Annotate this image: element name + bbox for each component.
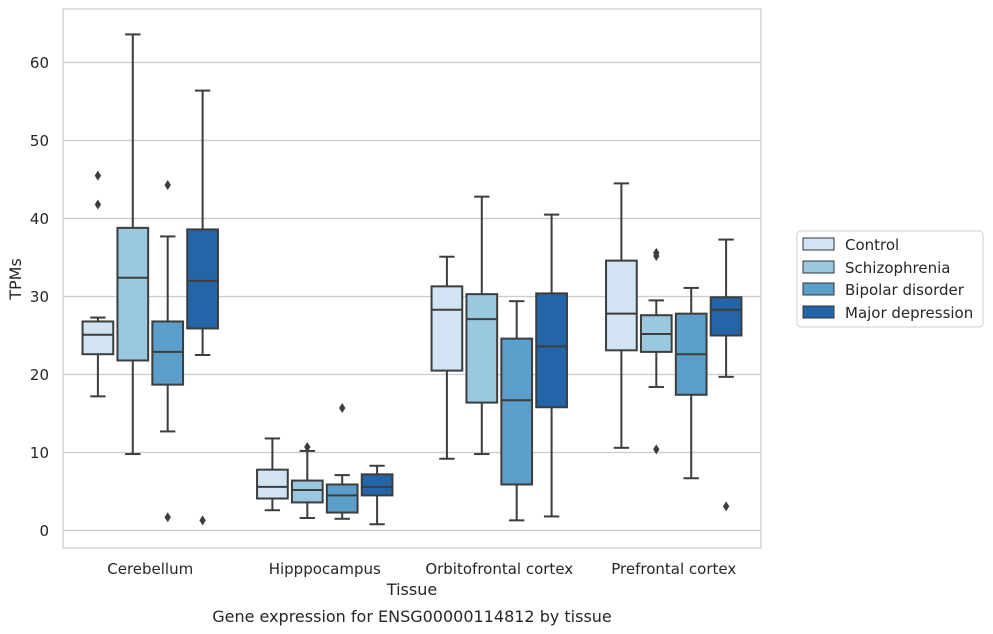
legend: Control Schizophrenia Bipolar disorder M… [796, 230, 984, 328]
legend-swatch-schizophrenia [802, 260, 835, 274]
legend-label-control: Control [845, 236, 899, 254]
outlier-point-1 [94, 170, 102, 181]
legend-frame [796, 230, 984, 328]
legend-swatch-control [802, 237, 835, 251]
x-tick-label-3: Prefrontal cortex [611, 560, 736, 578]
box-0-3 [605, 182, 638, 449]
plot-frame [62, 8, 762, 549]
box-body [535, 292, 568, 409]
y-tick-label-30: 30 [30, 288, 49, 306]
outlier-point-0 [722, 501, 730, 512]
box-body [256, 468, 289, 500]
x-tick-label-1: Hipppocampus [269, 560, 381, 578]
box-0-2 [430, 255, 464, 460]
box-body [290, 479, 324, 504]
box-body [500, 337, 534, 486]
outlier-point-1 [653, 247, 660, 258]
box-body [116, 226, 150, 362]
outlier-point-0 [339, 403, 346, 414]
box-1-1 [290, 442, 324, 520]
legend-label-major-depression: Major depression [845, 304, 973, 322]
box-body [360, 473, 394, 497]
box-body [605, 259, 638, 352]
box-body [151, 320, 185, 386]
y-tick-label-50: 50 [30, 132, 49, 150]
legend-label-bipolar-disorder: Bipolar disorder [845, 281, 965, 299]
box-2-0 [151, 179, 185, 523]
outlier-point-0 [304, 442, 311, 453]
x-axis-label: Tissue [386, 580, 437, 599]
figure-caption: Gene expression for ENSG00000114812 by t… [212, 607, 612, 626]
box-0-0 [81, 170, 115, 398]
box-body [81, 320, 115, 356]
box-1-0 [116, 33, 150, 456]
x-tick-label-2: Orbitofrontal cortex [425, 560, 573, 578]
outlier-point-0 [94, 199, 102, 210]
box-body [709, 296, 743, 337]
legend-label-schizophrenia: Schizophrenia [845, 259, 950, 277]
box-2-3 [674, 286, 708, 480]
box-3-0 [186, 89, 219, 526]
box-3-3 [709, 238, 743, 512]
y-axis-label: TPMs [6, 258, 25, 301]
y-tick-label-40: 40 [30, 210, 49, 228]
y-tick-labels: 0 10 20 30 40 50 60 [30, 54, 49, 540]
box-2-2 [500, 300, 534, 522]
y-tick-label-0: 0 [39, 522, 49, 540]
x-tick-labels: Cerebellum Hipppocampus Orbitofrontal cort… [107, 560, 736, 578]
y-tick-label-60: 60 [30, 54, 49, 72]
box-body [186, 228, 219, 330]
outlier-point-0 [164, 179, 171, 190]
boxes-layer [81, 33, 743, 526]
box-body [325, 483, 359, 514]
legend-swatch-major-depression [802, 305, 835, 319]
legend-swatch-bipolar-disorder [802, 282, 835, 296]
box-body [430, 285, 464, 372]
box-body [465, 293, 499, 404]
outlier-point-0 [199, 515, 206, 526]
box-3-1 [360, 464, 394, 526]
y-tick-label-20: 20 [30, 366, 49, 384]
box-3-2 [535, 213, 568, 518]
x-tick-label-0: Cerebellum [107, 560, 193, 578]
outlier-point-1 [164, 512, 171, 523]
box-1-3 [639, 247, 673, 455]
outlier-point-2 [653, 444, 660, 455]
y-tick-label-10: 10 [30, 444, 49, 462]
box-0-1 [256, 437, 289, 512]
box-2-1 [325, 403, 359, 520]
box-1-2 [465, 195, 499, 456]
